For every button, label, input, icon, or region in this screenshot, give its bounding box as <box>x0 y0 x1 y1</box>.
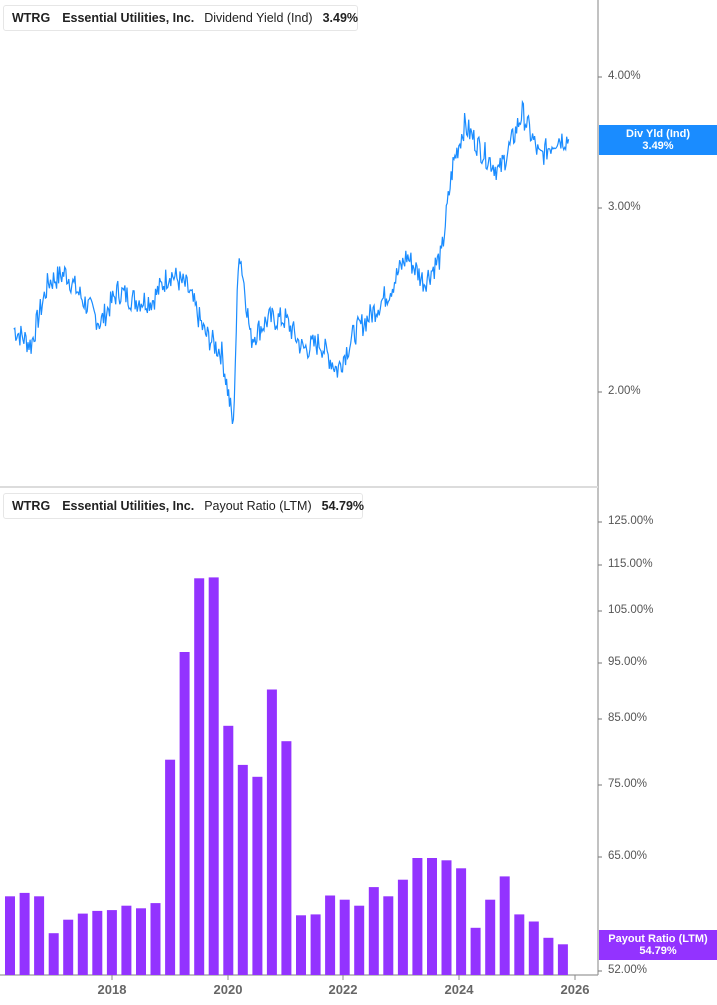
legend-payout-ratio[interactable]: WTRG Essential Utilities, Inc. Payout Ra… <box>3 493 365 519</box>
payout-bar <box>77 913 88 975</box>
x-tick-label: 2018 <box>97 982 127 997</box>
badge-value: 54.79% <box>639 945 677 957</box>
legend-metric: Payout Ratio (LTM) <box>204 499 312 513</box>
payout-bar <box>528 921 539 975</box>
y-tick-label: 65.00% <box>608 850 648 862</box>
payout-bar <box>397 879 408 975</box>
payout-bar <box>194 578 205 975</box>
legend-metric: Dividend Yield (Ind) <box>204 11 313 25</box>
legend-company: Essential Utilities, Inc. <box>62 11 195 25</box>
dividend-yield-line <box>13 99 570 425</box>
current-value-badge-payout-ratio: Payout Ratio (LTM) 54.79% <box>599 930 717 960</box>
payout-bar <box>48 933 59 975</box>
payout-bar <box>208 577 219 975</box>
payout-bar <box>339 899 350 975</box>
legend-company: Essential Utilities, Inc. <box>62 499 195 513</box>
payout-bar <box>5 896 15 975</box>
x-tick-label: 2022 <box>328 982 358 997</box>
payout-bar <box>441 860 452 975</box>
legend-ticker: WTRG <box>12 11 51 25</box>
legend-value: 54.79% <box>321 499 365 513</box>
y-tick-label: 75.00% <box>608 778 648 790</box>
y-tick-label: 3.00% <box>608 201 641 213</box>
payout-bar <box>354 905 365 975</box>
badge-label: Payout Ratio (LTM) <box>608 933 708 945</box>
x-tick-label: 2024 <box>444 982 474 997</box>
payout-bar <box>325 895 336 975</box>
legend-value: 3.49% <box>322 11 359 25</box>
payout-bar <box>456 868 467 975</box>
payout-bar <box>179 652 190 975</box>
payout-bar <box>252 776 263 975</box>
y-tick-label: 125.00% <box>608 515 654 527</box>
payout-bar <box>223 725 234 975</box>
payout-bar <box>310 914 321 975</box>
current-value-badge-dividend-yield: Div Yld (Ind) 3.49% <box>599 125 717 155</box>
payout-bar <box>296 915 306 975</box>
payout-bar <box>499 876 510 975</box>
legend-ticker: WTRG <box>12 499 51 513</box>
payout-bar <box>427 858 437 975</box>
badge-label: Div Yld (Ind) <box>626 128 690 140</box>
y-tick-label: 115.00% <box>608 558 653 570</box>
y-tick-label: 4.00% <box>608 70 641 82</box>
y-ticks <box>598 76 602 972</box>
payout-bar <box>485 899 496 975</box>
y-tick-label: 85.00% <box>608 712 648 724</box>
y-tick-label: 2.00% <box>608 385 641 397</box>
payout-bar <box>19 892 30 975</box>
payout-bar <box>136 908 146 975</box>
payout-bar <box>63 919 74 975</box>
x-tick-label: 2026 <box>560 982 590 997</box>
x-tick-label: 2020 <box>213 982 243 997</box>
payout-bar <box>92 910 103 975</box>
payout-bar <box>106 910 117 975</box>
payout-bar <box>165 759 176 975</box>
y-tick-label: 52.00% <box>608 964 648 976</box>
payout-bar <box>514 914 525 975</box>
y-tick-label: 95.00% <box>608 656 648 668</box>
payout-bar <box>121 905 132 975</box>
payout-bar <box>150 903 161 975</box>
payout-bar <box>543 937 554 975</box>
legend-dividend-yield[interactable]: WTRG Essential Utilities, Inc. Dividend … <box>3 5 358 31</box>
payout-bar <box>412 858 423 975</box>
payout-bar <box>281 741 292 975</box>
payout-bar <box>237 764 248 975</box>
payout-bar <box>266 689 277 975</box>
payout-bar <box>470 927 481 975</box>
payout-bar <box>383 896 394 975</box>
y-tick-label: 105.00% <box>608 604 654 616</box>
payout-bar <box>34 896 45 975</box>
x-ticks <box>111 975 576 980</box>
payout-bar <box>557 944 568 975</box>
payout-bars <box>5 577 568 975</box>
payout-bar <box>368 887 379 975</box>
badge-value: 3.49% <box>642 140 674 152</box>
